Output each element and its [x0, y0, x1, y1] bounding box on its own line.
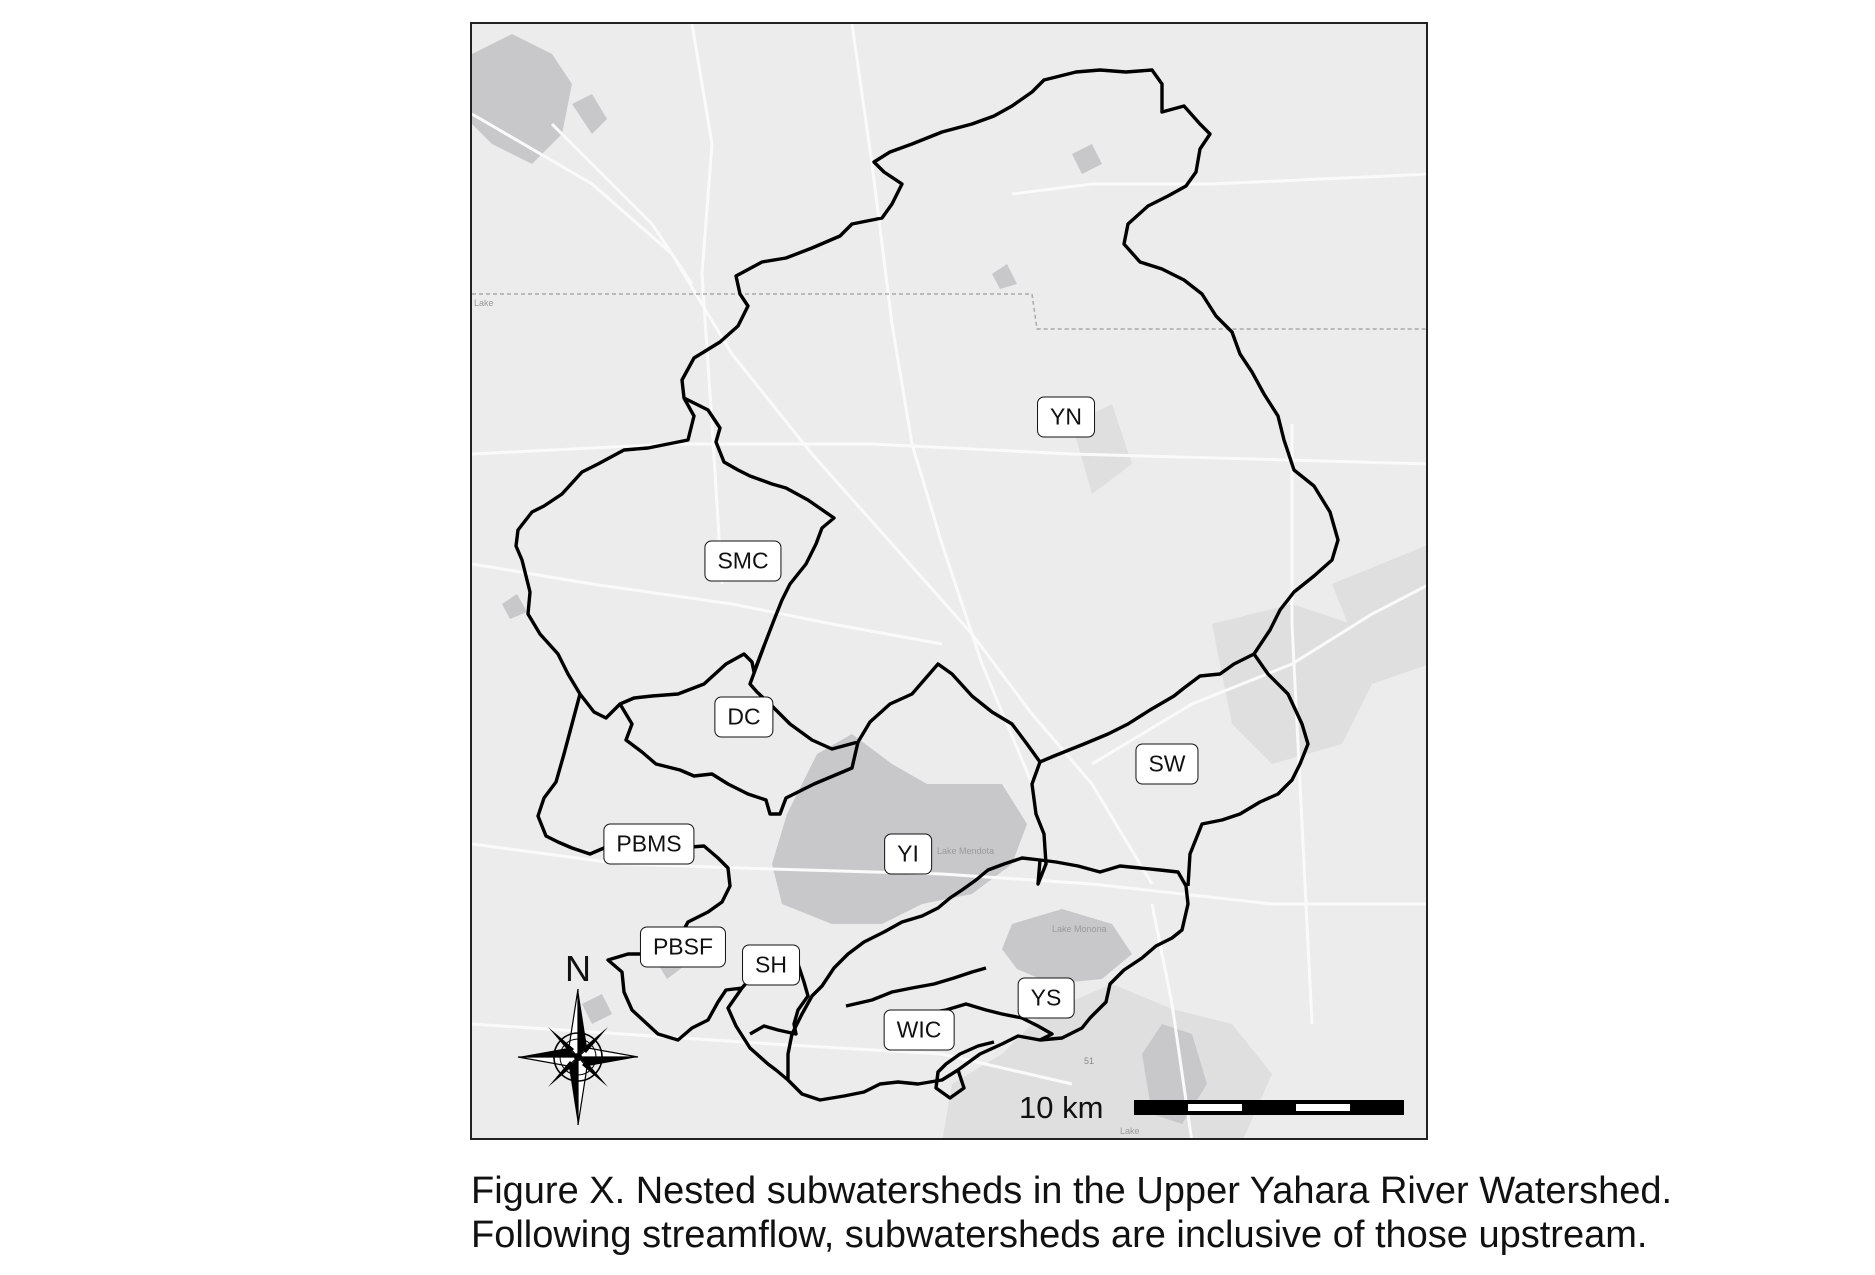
basemap: Lake Lake Mendota Lake Monona Lake 51: [472, 24, 1426, 1138]
map-panel: Lake Lake Mendota Lake Monona Lake 51: [470, 22, 1428, 1140]
caption-line-1: Figure X. Nested subwatersheds in the Up…: [471, 1170, 1673, 1212]
boundary-smc: [514, 397, 766, 720]
basemap-lake-center-label: Lake Mendota: [937, 846, 994, 856]
county-line: [472, 293, 1426, 330]
basemap-lake-monona-label: Lake Monona: [1052, 924, 1107, 934]
label-yn: YN: [1037, 396, 1095, 438]
caption-line-2: Following streamflow, subwatersheds are …: [471, 1213, 1648, 1256]
road-marker-label: 51: [1084, 1056, 1094, 1066]
label-sh: SH: [742, 944, 800, 986]
boundary-pbms: [536, 693, 1190, 1102]
north-arrow-icon: [517, 988, 639, 1126]
north-arrow-label: N: [565, 948, 591, 989]
scale-bar-label: 10 km: [1019, 1090, 1104, 1125]
basemap-lake-left-label: Lake: [474, 298, 494, 308]
scale-bar: [1134, 1100, 1404, 1115]
label-smc: SMC: [704, 540, 782, 582]
subwatershed-boundaries: [514, 68, 1340, 1102]
label-pbms: PBMS: [603, 823, 695, 865]
label-dc: DC: [714, 696, 774, 738]
boundary-sw: [1030, 653, 1310, 887]
roads: [472, 24, 1426, 1138]
boundary-dc: [618, 703, 860, 816]
boundary-yn: [680, 68, 1340, 764]
basemap-lake-bottom-label: Lake: [1120, 1126, 1140, 1136]
label-wic: WIC: [883, 1009, 955, 1051]
label-ys: YS: [1017, 977, 1075, 1019]
label-sw: SW: [1135, 743, 1199, 785]
label-pbsf: PBSF: [639, 926, 727, 968]
label-yi: YI: [884, 833, 932, 875]
boundary-wic: [845, 966, 995, 1100]
figure-caption: Figure X. Nested subwatersheds in the Up…: [471, 1170, 1672, 1257]
